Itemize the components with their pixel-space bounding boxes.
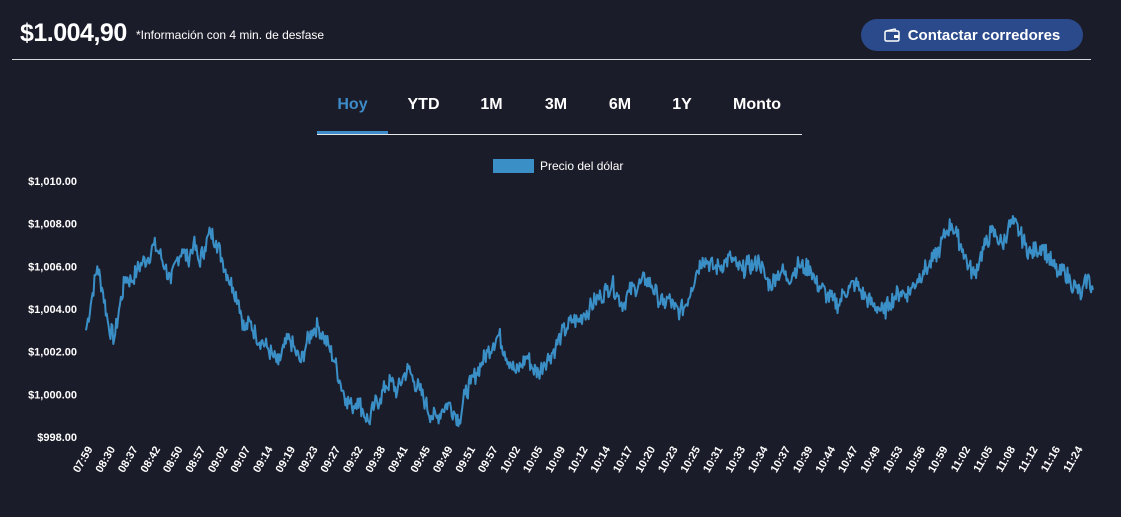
tab-3m[interactable]: 3M [544,96,568,113]
x-tick-label: 10:12 [566,445,590,475]
x-tick-label: 09:38 [364,445,388,475]
y-axis: $998.00 $1,000.00 $1,002.00 $1,004.00 $1,006… [28,176,77,444]
x-tick-label: 10:05 [521,445,545,475]
x-tick-label: 10:59 [926,445,950,475]
x-tick-label: 10:34 [746,444,771,475]
x-tick-label: 09:19 [274,445,298,475]
x-tick-label: 10:49 [859,445,883,475]
series-layer [85,215,1094,428]
tab-1y[interactable]: 1Y [672,96,692,113]
contact-brokers-button[interactable]: Contactar corredores [861,19,1083,51]
x-tick-label: 11:08 [994,445,1018,475]
x-tick-label: 09:14 [251,444,276,475]
x-tick-label: 10:33 [724,445,748,475]
contact-brokers-label: Contactar corredores [907,26,1061,44]
x-tick-label: 09:49 [431,445,455,475]
x-tick-label: 11:05 [971,445,995,475]
time-range-tabs: Hoy YTD 1M 3M 6M 1Y Monto [317,84,802,135]
y-tick-label: $1,010.00 [28,176,77,188]
tab-1m[interactable]: 1M [480,96,503,113]
header-bar: $1.004,90 *Información con 4 min. de des… [12,0,1091,60]
x-tick-label: 09:02 [206,445,230,475]
x-tick-label: 11:02 [949,445,973,475]
x-tick-label: 07:59 [71,445,95,475]
x-tick-label: 10:20 [634,445,658,475]
x-tick-label: 08:30 [94,445,118,475]
x-tick-label: 09:27 [319,445,343,475]
tab-ytd[interactable]: YTD [407,96,440,113]
x-tick-label: 11:12 [1016,445,1040,475]
current-price: $1.004,90 [20,19,127,47]
x-tick-label: 10:37 [769,445,793,475]
tab-hoy[interactable]: Hoy [317,84,388,134]
x-tick-label: 08:50 [161,445,185,475]
y-tick-label: $1,002.00 [28,347,77,359]
x-tick-label: 08:42 [139,445,163,475]
x-tick-label: 10:23 [656,445,680,475]
x-tick-label: 10:39 [791,445,815,475]
y-tick-label: $1,000.00 [28,389,77,401]
x-tick-label: 10:25 [679,445,703,475]
x-tick-label: 09:32 [341,445,365,475]
x-tick-label: 10:14 [589,444,614,475]
series-line-precio-del-dolar [85,215,1094,428]
chart-legend: Precio del dólar [493,159,623,173]
x-tick-label: 10:17 [611,445,635,475]
y-tick-label: $1,006.00 [28,261,77,273]
tab-monto[interactable]: Monto [733,96,781,113]
tab-6m[interactable]: 6M [608,96,632,113]
y-tick-label: $1,008.00 [28,219,77,231]
x-tick-label: 08:37 [116,445,140,475]
x-tick-label: 08:57 [184,445,208,475]
delay-note: *Información con 4 min. de desfase [136,28,325,42]
x-tick-label: 10:53 [881,445,905,475]
x-tick-label: 11:16 [1039,445,1063,475]
y-tick-label: $1,004.00 [28,304,77,316]
legend-swatch [493,159,534,173]
wallet-icon [883,28,900,42]
x-tick-label: 10:44 [814,444,839,475]
x-tick-label: 09:23 [296,445,320,475]
x-tick-label: 10:31 [701,445,725,475]
x-tick-label: 10:47 [836,445,860,475]
x-axis: 07:5908:3008:3708:4208:5008:5709:0209:07… [71,444,1086,475]
x-tick-label: 10:09 [544,445,568,475]
x-tick-label: 09:41 [386,445,410,475]
x-tick-label: 09:07 [229,445,253,475]
x-tick-label: 10:56 [904,445,928,475]
y-tick-label: $998.00 [37,432,77,444]
x-tick-label: 09:57 [476,445,500,475]
legend-label: Precio del dólar [540,159,623,173]
x-tick-label: 09:45 [409,445,433,475]
x-tick-label: 09:51 [454,445,478,475]
x-tick-label: 11:24 [1061,444,1086,475]
x-tick-label: 10:02 [499,445,523,475]
price-chart: Precio del dólar $998.00 $1,000.00 $1,002.… [28,159,1094,475]
